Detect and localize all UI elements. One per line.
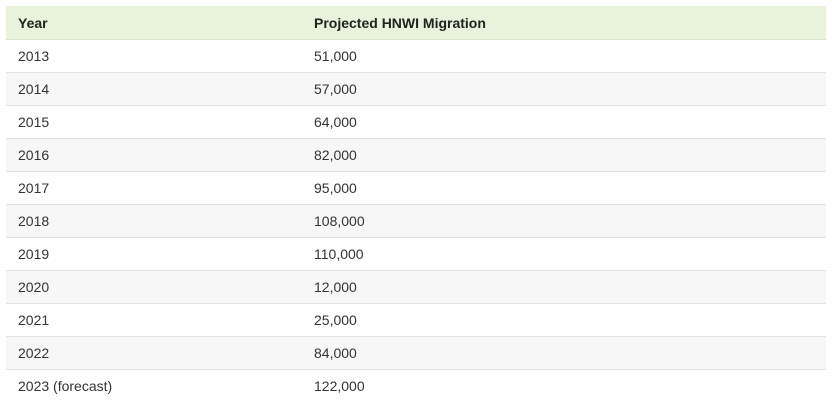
header-row: Year Projected HNWI Migration [6, 6, 826, 40]
hnwi-migration-table: Year Projected HNWI Migration 2013 51,00… [6, 6, 826, 402]
cell-migration: 82,000 [302, 138, 826, 172]
table-row: 2020 12,000 [6, 270, 826, 304]
cell-year: 2022 [6, 336, 302, 370]
cell-migration: 64,000 [302, 105, 826, 139]
table-row: 2017 95,000 [6, 171, 826, 205]
table-row: 2015 64,000 [6, 105, 826, 139]
table-row: 2018 108,000 [6, 204, 826, 238]
cell-year: 2021 [6, 303, 302, 337]
table-row: 2021 25,000 [6, 303, 826, 337]
table-body: 2013 51,000 2014 57,000 2015 64,000 2016… [6, 39, 826, 403]
table-row: 2014 57,000 [6, 72, 826, 106]
cell-year: 2018 [6, 204, 302, 238]
table-row: 2022 84,000 [6, 336, 826, 370]
cell-year: 2015 [6, 105, 302, 139]
cell-migration: 51,000 [302, 39, 826, 73]
column-header-migration: Projected HNWI Migration [302, 6, 826, 40]
cell-year: 2019 [6, 237, 302, 271]
cell-migration: 108,000 [302, 204, 826, 238]
cell-migration: 110,000 [302, 237, 826, 271]
cell-migration: 84,000 [302, 336, 826, 370]
table-row: 2023 (forecast) 122,000 [6, 370, 826, 403]
table-row: 2019 110,000 [6, 237, 826, 271]
cell-migration: 12,000 [302, 270, 826, 304]
column-header-year: Year [6, 6, 302, 40]
cell-year: 2017 [6, 171, 302, 205]
cell-year: 2020 [6, 270, 302, 304]
table-row: 2013 51,000 [6, 39, 826, 73]
cell-migration: 57,000 [302, 72, 826, 106]
table-header: Year Projected HNWI Migration [6, 6, 826, 40]
cell-year: 2023 (forecast) [18, 378, 113, 394]
cell-migration: 95,000 [302, 171, 826, 205]
table-row: 2016 82,000 [6, 138, 826, 172]
cell-migration: 25,000 [302, 303, 826, 337]
cell-year: 2014 [6, 72, 302, 106]
data-table-container: Year Projected HNWI Migration 2013 51,00… [6, 6, 826, 402]
cell-year: 2013 [6, 39, 302, 73]
cell-migration: 122,000 [314, 378, 365, 394]
cell-year: 2016 [6, 138, 302, 172]
